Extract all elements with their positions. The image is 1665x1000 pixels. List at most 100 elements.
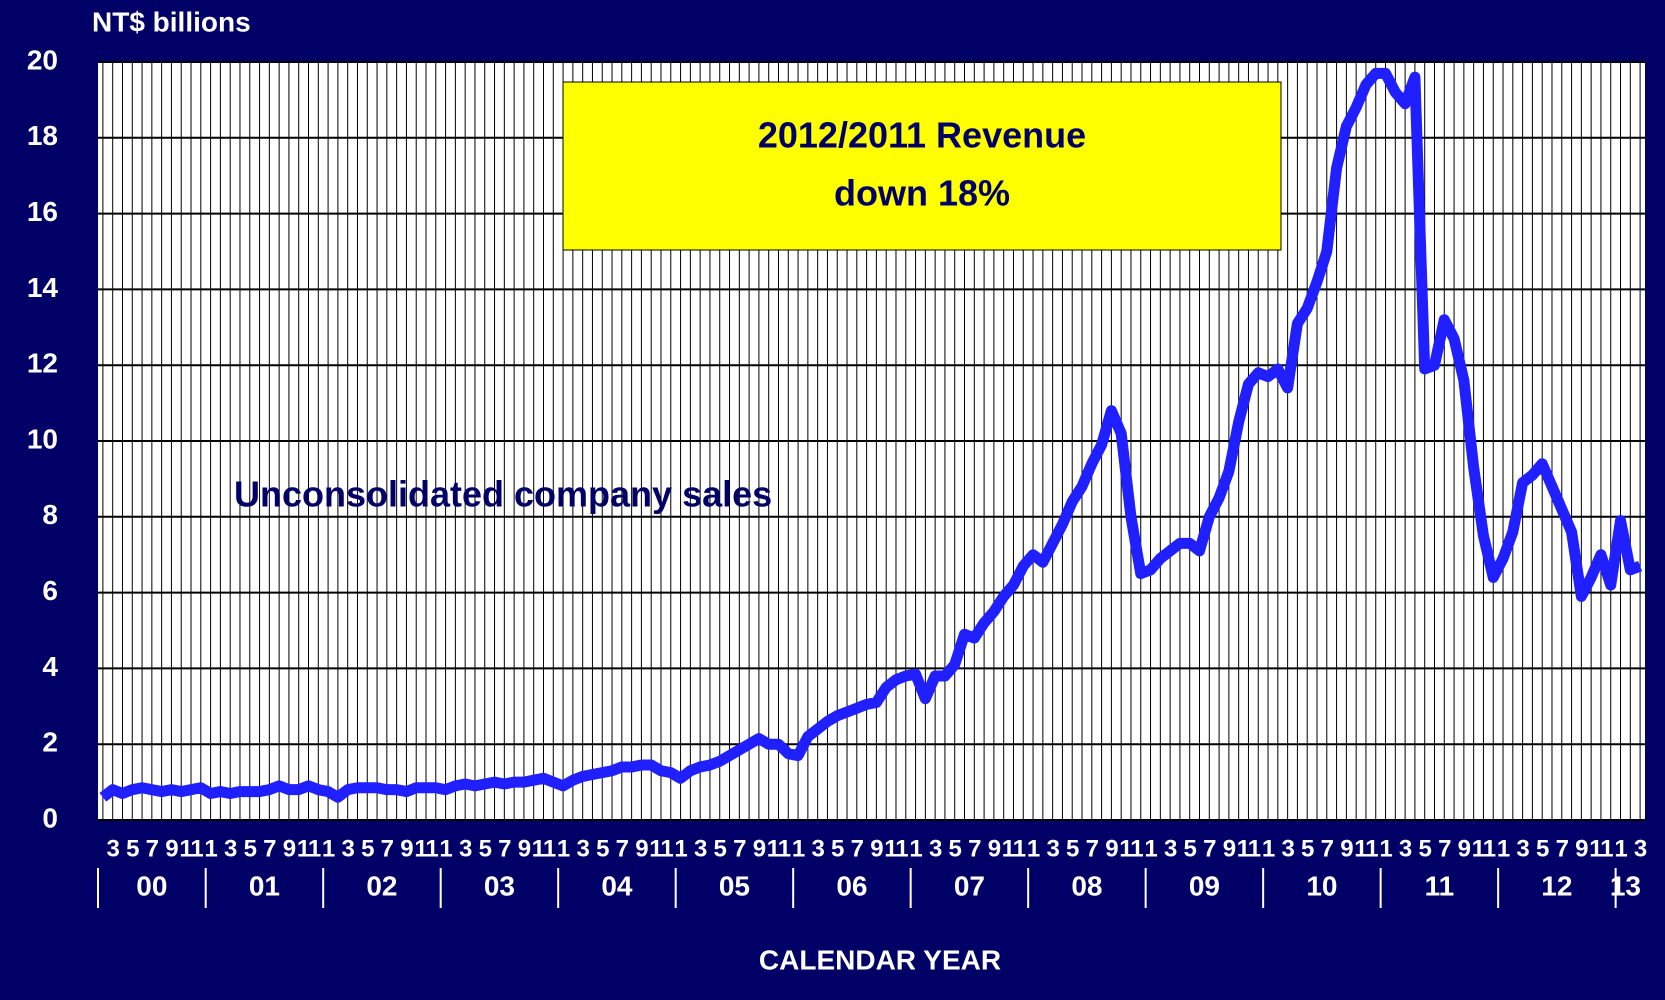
x-tick-label: 3	[1634, 835, 1647, 862]
x-tick-label: 9	[283, 835, 296, 862]
marks	[99, 67, 1643, 803]
line	[99, 67, 1643, 803]
x-tick-label: 9	[1105, 835, 1118, 862]
x-tick-label: 11	[1589, 835, 1613, 862]
year-label: 08	[1071, 870, 1102, 901]
x-tick-label: 7	[733, 835, 746, 862]
x-tick-label: 1	[674, 835, 687, 862]
x-tick-label: 3	[224, 835, 237, 862]
x-tick-label: 9	[1223, 835, 1236, 862]
x-tick-label: 9	[400, 835, 413, 862]
x-tick-label: 5	[949, 835, 962, 862]
x-tick-label: 5	[1536, 835, 1549, 862]
x-tick-label: 1	[792, 835, 805, 862]
year-label: 11	[1425, 870, 1455, 901]
x-tick-label: 7	[1438, 835, 1451, 862]
x-tick-label: 11	[297, 835, 321, 862]
x-tick-label: 7	[1086, 835, 1099, 862]
x-tick-label: 11	[1354, 835, 1378, 862]
x-tick-label: 5	[479, 835, 492, 862]
year-label: 06	[836, 870, 867, 901]
x-tick-label: 11	[1472, 835, 1496, 862]
year-label: 13	[1610, 870, 1641, 901]
x-tick-label: 5	[1184, 835, 1197, 862]
x-tick-label: 11	[1002, 835, 1026, 862]
x-tick-label: 7	[381, 835, 394, 862]
year-label: 00	[136, 870, 167, 901]
x-tick-label: 5	[1419, 835, 1432, 862]
x-tick-label: 9	[1458, 835, 1471, 862]
x-tick-label: 3	[811, 835, 824, 862]
x-tick-label: 7	[851, 835, 864, 862]
x-tick-label: 7	[1203, 835, 1216, 862]
x-tick-label: 1	[1497, 835, 1510, 862]
x-tick-label: 9	[1575, 835, 1588, 862]
x-tick-label: 3	[1281, 835, 1294, 862]
y-tick-label: 0	[42, 802, 58, 833]
x-tick-label: 5	[244, 835, 257, 862]
x-tick-label: 7	[616, 835, 629, 862]
year-label: 12	[1541, 870, 1572, 901]
y-tick-label: 4	[42, 651, 58, 682]
x-tick-label: 1	[557, 835, 570, 862]
x-tick-label: 1	[1027, 835, 1040, 862]
y-tick-label: 12	[27, 348, 58, 379]
year-label: 04	[601, 870, 633, 901]
x-tick-label: 1	[322, 835, 335, 862]
x-tick-label: 1	[909, 835, 922, 862]
y-tick-label: 10	[27, 423, 58, 454]
x-tick-label: 3	[929, 835, 942, 862]
x-tick-label: 7	[146, 835, 159, 862]
year-label: 01	[249, 870, 280, 901]
x-tick-label: 3	[1516, 835, 1529, 862]
x-tick-label: 11	[1237, 835, 1261, 862]
x-tick-label: 9	[635, 835, 648, 862]
x-tick-label: 9	[165, 835, 178, 862]
x-tick-label: 5	[831, 835, 844, 862]
series-label: Unconsolidated company sales	[234, 474, 772, 515]
x-tick-label: 3	[341, 835, 354, 862]
y-tick-label: 14	[27, 272, 59, 303]
x-tick-label: 5	[596, 835, 609, 862]
y-tick-label: 20	[27, 44, 58, 75]
x-tick-label: 3	[694, 835, 707, 862]
x-tick-label: 11	[414, 835, 438, 862]
year-label: 09	[1189, 870, 1220, 901]
x-tick-label: 5	[714, 835, 727, 862]
x-tick-label: 3	[1046, 835, 1059, 862]
year-label: 05	[719, 870, 750, 901]
y-tick-label: 8	[42, 499, 58, 530]
x-tick-label: 11	[532, 835, 556, 862]
annotation-box	[562, 81, 1282, 251]
x-tick-label: 7	[1321, 835, 1334, 862]
x-tick-label: 9	[988, 835, 1001, 862]
annotation: 2012/2011 Revenue	[758, 115, 1086, 156]
x-tick-label: 7	[1556, 835, 1569, 862]
year-label: 10	[1306, 870, 1337, 901]
x-tick-label: 1	[204, 835, 217, 862]
x-tick-label: 3	[1399, 835, 1412, 862]
year-label: 02	[366, 870, 397, 901]
x-tick-label: 9	[1340, 835, 1353, 862]
x-tick-label: 5	[1301, 835, 1314, 862]
y-tick-label: 18	[27, 120, 58, 151]
x-tick-label: 9	[518, 835, 531, 862]
x-tick-label: 11	[1119, 835, 1143, 862]
x-tick-label: 7	[968, 835, 981, 862]
x-tick-label: 1	[1144, 835, 1157, 862]
x-tick-label: 11	[767, 835, 791, 862]
x-tick-label: 7	[263, 835, 276, 862]
x-tick-label: 3	[107, 835, 120, 862]
x-tick-label: 11	[884, 835, 908, 862]
y-axis-label: NT$ billions	[92, 6, 251, 37]
x-tick-label: 5	[126, 835, 139, 862]
x-tick-label: 3	[576, 835, 589, 862]
x-tick-label: 11	[649, 835, 673, 862]
x-tick-label: 7	[498, 835, 511, 862]
x-tick-label: 5	[361, 835, 374, 862]
annotation: down 18%	[834, 173, 1010, 214]
y-tick-label: 2	[42, 727, 58, 758]
x-tick-label: 1	[1262, 835, 1275, 862]
